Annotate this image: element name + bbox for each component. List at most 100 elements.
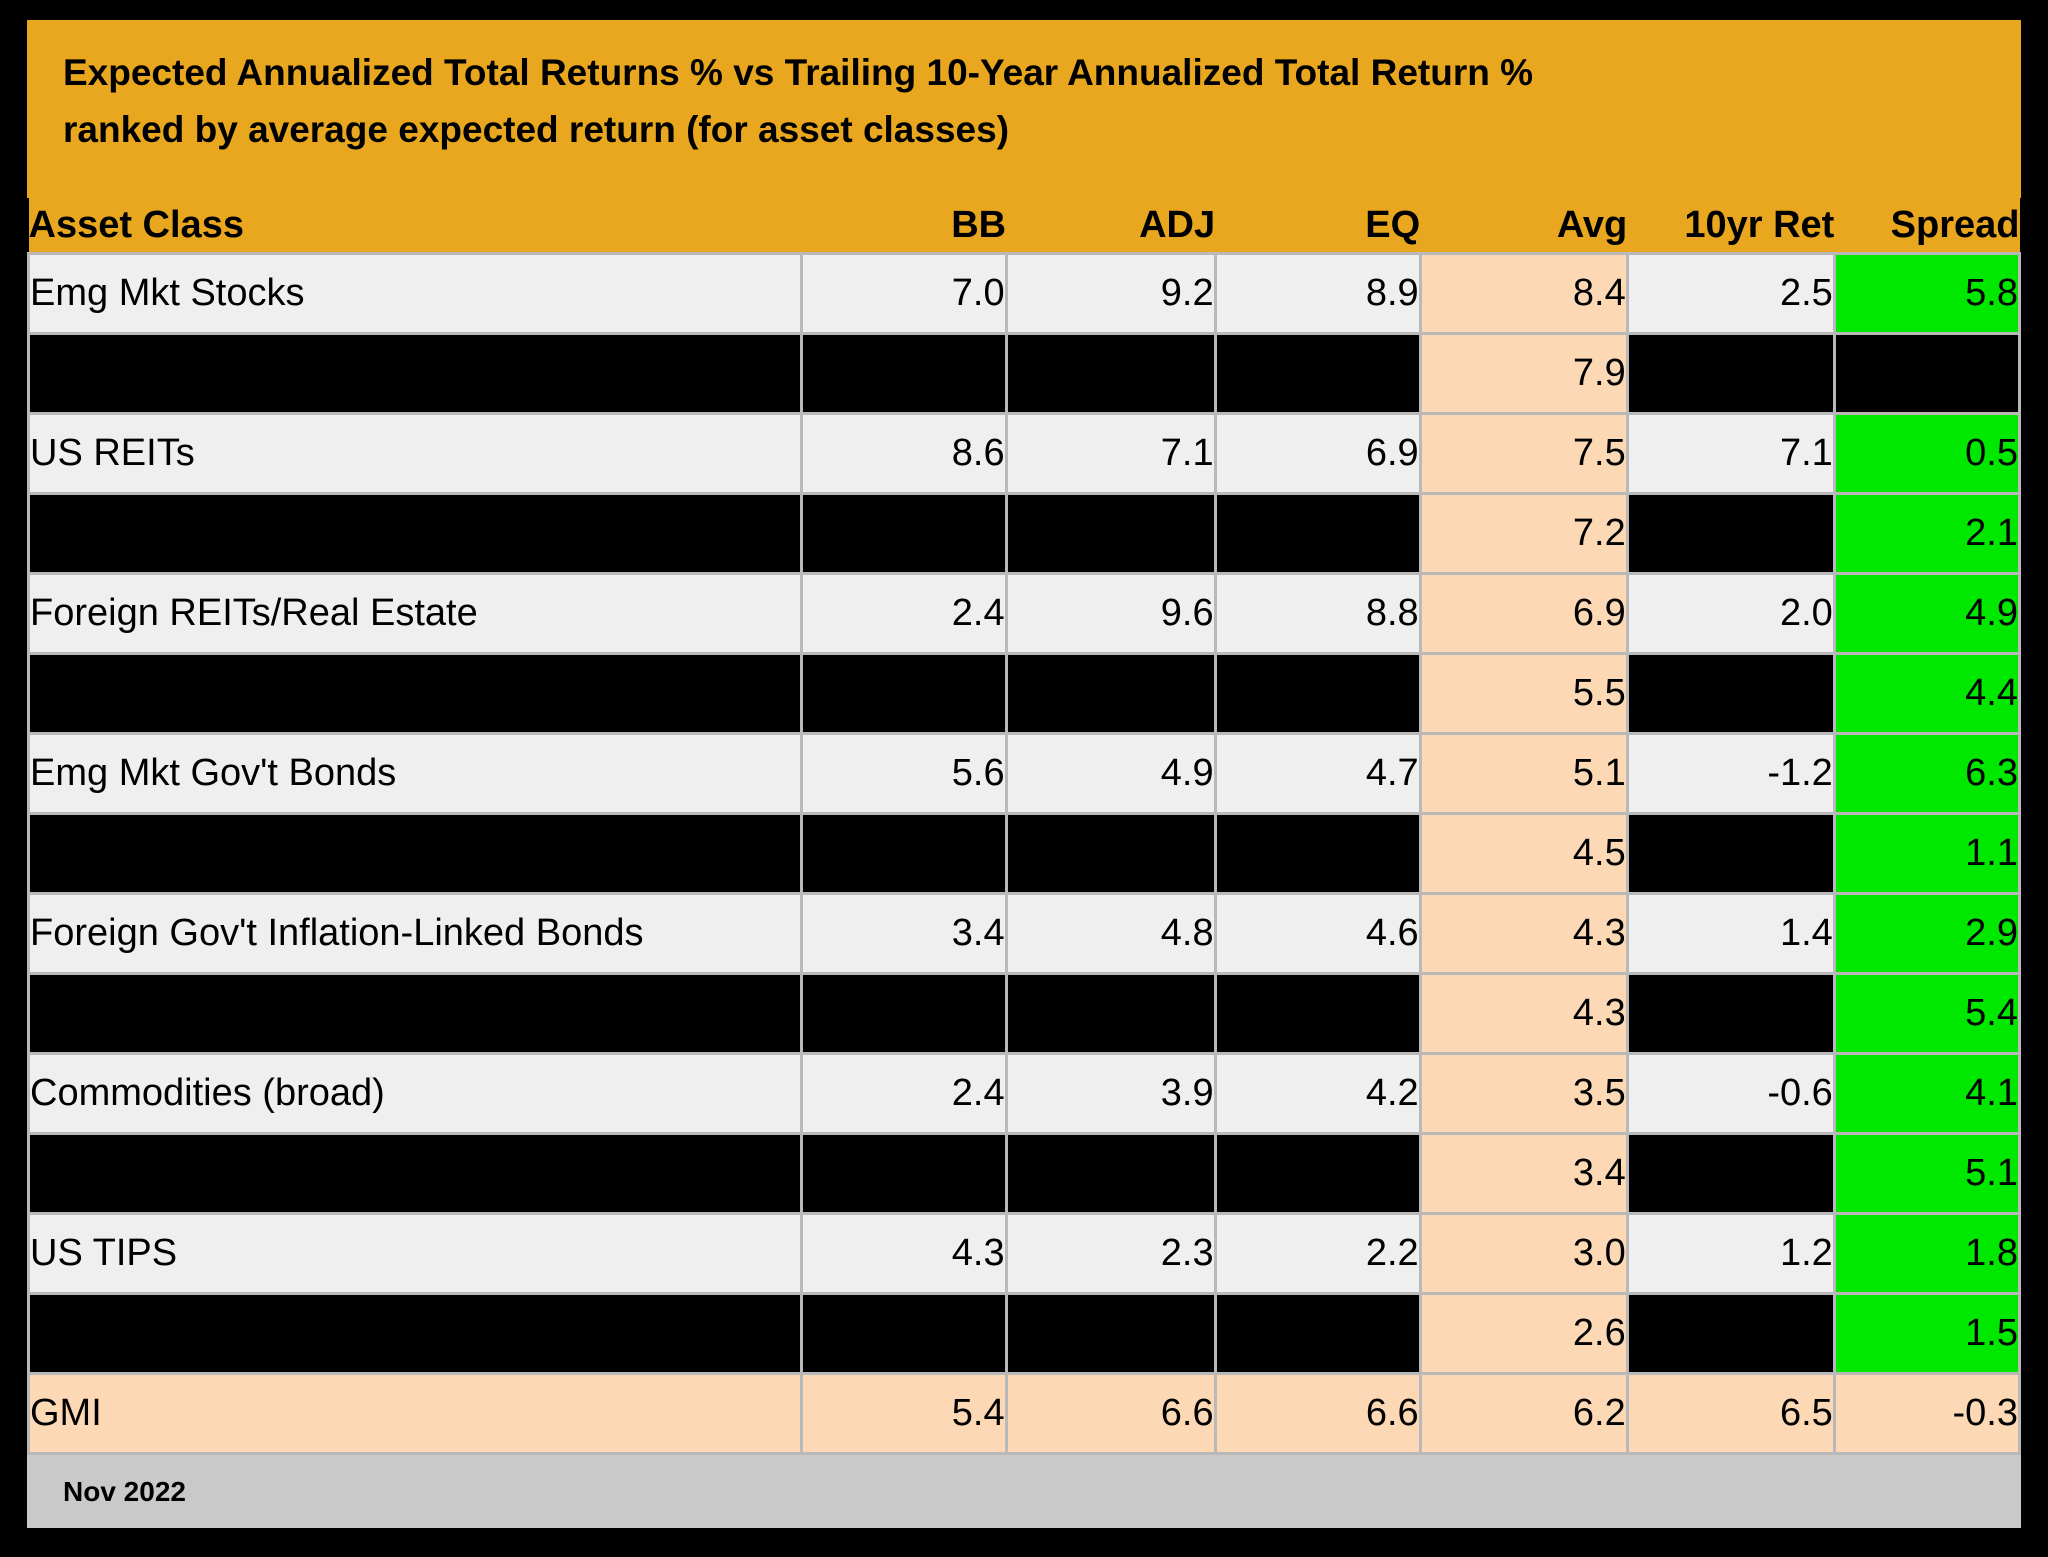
eq-cell	[1213, 492, 1422, 575]
asset-class-cell: Commodities (broad)	[27, 1052, 803, 1135]
asset-class-cell: GMI	[27, 1372, 803, 1455]
asset-class-cell: Foreign REITs/Real Estate	[27, 572, 803, 655]
bb-cell: 4.3	[799, 1212, 1008, 1295]
eq-cell	[1213, 652, 1422, 735]
header-row: Asset Class BB ADJ EQ Avg 10yr Ret Sprea…	[28, 198, 2020, 254]
eq-cell	[1213, 1132, 1422, 1215]
bb-cell	[799, 1292, 1008, 1375]
column-header-avg: Avg	[1420, 198, 1628, 254]
spread-cell: 5.1	[1832, 1132, 2022, 1215]
date-label: Nov 2022	[63, 1475, 186, 1507]
adj-cell: 4.9	[1004, 732, 1217, 815]
spread-cell: 1.1	[1832, 812, 2022, 895]
table-row: Emg Mkt Gov't Bonds 5.6 4.9 4.7 5.1 -1.2…	[27, 732, 2022, 815]
eq-cell	[1213, 812, 1422, 895]
bb-cell: 2.4	[799, 572, 1008, 655]
bb-cell	[799, 812, 1008, 895]
table-row: US TIPS 4.3 2.3 2.2 3.0 1.2 1.8	[27, 1212, 2022, 1295]
avg-cell: 4.3	[1418, 892, 1629, 975]
table-row: 4.3 5.4	[27, 972, 2022, 1055]
avg-cell: 6.2	[1418, 1372, 1629, 1455]
adj-cell: 6.6	[1004, 1372, 1217, 1455]
ret10-cell	[1625, 1292, 1836, 1375]
adj-cell: 9.6	[1004, 572, 1217, 655]
title-line-1: Expected Annualized Total Returns % vs T…	[63, 52, 1534, 93]
eq-cell: 6.9	[1213, 412, 1422, 495]
eq-cell: 6.6	[1213, 1372, 1422, 1455]
bb-cell	[799, 332, 1008, 415]
spread-cell	[1832, 332, 2022, 415]
asset-class-cell: Emg Mkt Stocks	[27, 252, 803, 335]
table-row: 5.5 4.4	[27, 652, 2022, 735]
eq-cell	[1213, 972, 1422, 1055]
eq-cell: 4.7	[1213, 732, 1422, 815]
adj-cell	[1004, 492, 1217, 575]
adj-cell	[1004, 812, 1217, 895]
ret10-cell: -1.2	[1625, 732, 1836, 815]
avg-cell: 2.6	[1418, 1292, 1629, 1375]
table-row: 3.4 5.1	[27, 1132, 2022, 1215]
spread-cell: 4.9	[1832, 572, 2022, 655]
bb-cell: 5.6	[799, 732, 1008, 815]
table-row: Foreign Gov't Inflation-Linked Bonds 3.4…	[27, 892, 2022, 975]
table-row: 7.2 2.1	[27, 492, 2022, 575]
adj-cell	[1004, 332, 1217, 415]
ret10-cell	[1625, 492, 1836, 575]
asset-class-cell: Emg Mkt Gov't Bonds	[27, 732, 803, 815]
ret10-cell	[1625, 652, 1836, 735]
table-row: US REITs 8.6 7.1 6.9 7.5 7.1 0.5	[27, 412, 2022, 495]
ret10-cell: 1.4	[1625, 892, 1836, 975]
ret10-cell: -0.6	[1625, 1052, 1836, 1135]
column-header-asset-class: Asset Class	[28, 198, 802, 254]
asset-class-cell: Foreign Gov't Inflation-Linked Bonds	[27, 892, 803, 975]
bb-cell	[799, 972, 1008, 1055]
table-row: Emg Mkt Stocks 7.0 9.2 8.9 8.4 2.5 5.8	[27, 252, 2022, 335]
avg-cell: 5.5	[1418, 652, 1629, 735]
adj-cell: 7.1	[1004, 412, 1217, 495]
adj-cell: 4.8	[1004, 892, 1217, 975]
bb-cell	[799, 492, 1008, 575]
column-header-adj: ADJ	[1006, 198, 1216, 254]
eq-cell: 8.8	[1213, 572, 1422, 655]
table-row: Foreign REITs/Real Estate 2.4 9.6 8.8 6.…	[27, 572, 2022, 655]
eq-cell	[1213, 1292, 1422, 1375]
adj-cell: 9.2	[1004, 252, 1217, 335]
asset-class-cell: US TIPS	[27, 1212, 803, 1295]
ret10-cell	[1625, 332, 1836, 415]
eq-cell: 8.9	[1213, 252, 1422, 335]
spread-cell: 1.8	[1832, 1212, 2022, 1295]
returns-table: Asset Class BB ADJ EQ Avg 10yr Ret Sprea…	[27, 198, 2022, 1455]
table-row: 4.5 1.1	[27, 812, 2022, 895]
asset-class-cell: US REITs	[27, 412, 803, 495]
bb-cell	[799, 1132, 1008, 1215]
adj-cell	[1004, 1292, 1217, 1375]
avg-cell: 4.3	[1418, 972, 1629, 1055]
column-header-bb: BB	[801, 198, 1007, 254]
spread-cell: 5.8	[1832, 252, 2022, 335]
eq-cell: 4.2	[1213, 1052, 1422, 1135]
avg-cell: 4.5	[1418, 812, 1629, 895]
ret10-cell: 7.1	[1625, 412, 1836, 495]
avg-cell: 3.5	[1418, 1052, 1629, 1135]
adj-cell	[1004, 652, 1217, 735]
bb-cell: 7.0	[799, 252, 1008, 335]
adj-cell: 3.9	[1004, 1052, 1217, 1135]
adj-cell: 2.3	[1004, 1212, 1217, 1295]
footer-bar: Nov 2022	[27, 1455, 2021, 1528]
spread-cell: 4.1	[1832, 1052, 2022, 1135]
asset-class-cell	[27, 332, 803, 415]
adj-cell	[1004, 1132, 1217, 1215]
bb-cell: 8.6	[799, 412, 1008, 495]
adj-cell	[1004, 972, 1217, 1055]
spread-cell: 2.9	[1832, 892, 2022, 975]
table-row: GMI 5.4 6.6 6.6 6.2 6.5 -0.3	[27, 1372, 2022, 1455]
table-row: Commodities (broad) 2.4 3.9 4.2 3.5 -0.6…	[27, 1052, 2022, 1135]
spread-cell: 0.5	[1832, 412, 2022, 495]
avg-cell: 7.5	[1418, 412, 1629, 495]
spread-cell: -0.3	[1832, 1372, 2022, 1455]
eq-cell: 4.6	[1213, 892, 1422, 975]
column-header-eq: EQ	[1215, 198, 1421, 254]
eq-cell	[1213, 332, 1422, 415]
bb-cell	[799, 652, 1008, 735]
asset-class-cell	[27, 492, 803, 575]
